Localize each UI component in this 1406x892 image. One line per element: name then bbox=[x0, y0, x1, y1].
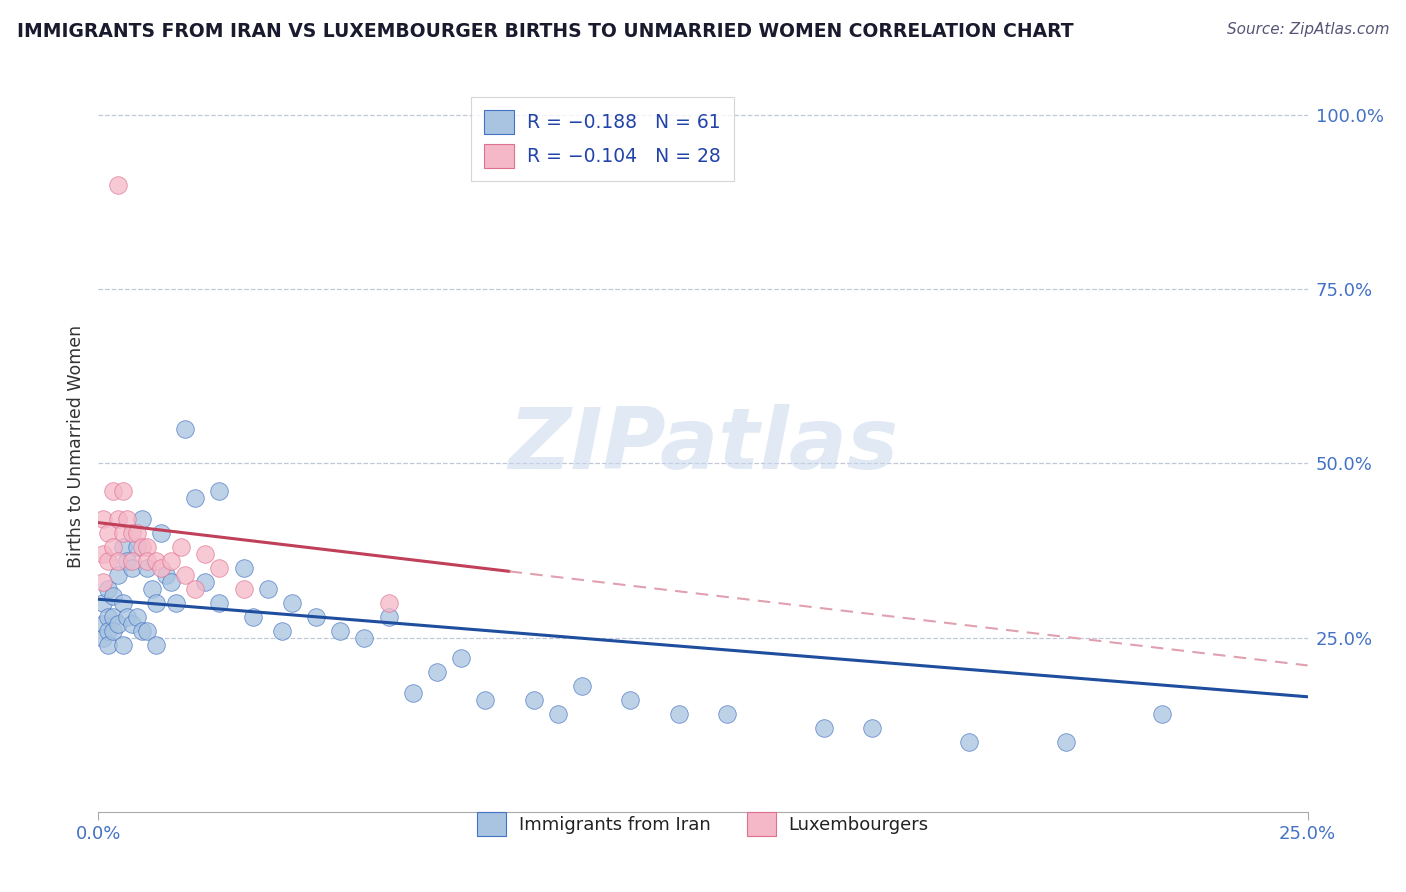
Point bbox=[127, 526, 149, 541]
Point bbox=[957, 735, 980, 749]
Point bbox=[169, 540, 191, 554]
Point bbox=[107, 616, 129, 631]
Point bbox=[127, 540, 149, 554]
Point bbox=[135, 561, 157, 575]
Point bbox=[402, 686, 425, 700]
Point bbox=[91, 631, 114, 645]
Point bbox=[232, 582, 254, 596]
Text: ZIPatlas: ZIPatlas bbox=[508, 404, 898, 488]
Point bbox=[668, 707, 690, 722]
Point bbox=[860, 721, 883, 735]
Point bbox=[111, 526, 134, 541]
Point bbox=[256, 582, 278, 596]
Point bbox=[271, 624, 294, 638]
Point bbox=[135, 554, 157, 568]
Point bbox=[111, 484, 134, 499]
Point bbox=[1054, 735, 1077, 749]
Point bbox=[174, 421, 197, 435]
Point bbox=[91, 512, 114, 526]
Point bbox=[97, 624, 120, 638]
Point bbox=[117, 609, 139, 624]
Point bbox=[184, 582, 207, 596]
Point bbox=[474, 693, 496, 707]
Point bbox=[91, 596, 114, 610]
Point bbox=[97, 609, 120, 624]
Point bbox=[165, 596, 187, 610]
Point bbox=[571, 679, 593, 693]
Point bbox=[107, 554, 129, 568]
Point bbox=[127, 609, 149, 624]
Point bbox=[305, 609, 328, 624]
Text: IMMIGRANTS FROM IRAN VS LUXEMBOURGER BIRTHS TO UNMARRIED WOMEN CORRELATION CHART: IMMIGRANTS FROM IRAN VS LUXEMBOURGER BIR… bbox=[17, 22, 1074, 41]
Point bbox=[208, 561, 231, 575]
Point bbox=[141, 582, 163, 596]
Point bbox=[97, 582, 120, 596]
Point bbox=[208, 596, 231, 610]
Point bbox=[232, 561, 254, 575]
Point bbox=[101, 589, 124, 603]
Point bbox=[208, 484, 231, 499]
Point bbox=[353, 631, 375, 645]
Point bbox=[97, 638, 120, 652]
Point bbox=[101, 609, 124, 624]
Point bbox=[131, 540, 153, 554]
Point bbox=[160, 574, 183, 589]
Point bbox=[329, 624, 352, 638]
Point bbox=[426, 665, 449, 680]
Point bbox=[150, 526, 173, 541]
Point bbox=[121, 526, 143, 541]
Point bbox=[194, 574, 217, 589]
Point bbox=[111, 596, 134, 610]
Point bbox=[377, 609, 399, 624]
Point bbox=[117, 512, 139, 526]
Point bbox=[101, 484, 124, 499]
Point bbox=[242, 609, 264, 624]
Point bbox=[813, 721, 835, 735]
Point bbox=[174, 567, 197, 582]
Point bbox=[160, 554, 183, 568]
Point bbox=[131, 624, 153, 638]
Point bbox=[619, 693, 641, 707]
Point bbox=[97, 554, 120, 568]
Point bbox=[107, 567, 129, 582]
Point bbox=[107, 178, 129, 192]
Y-axis label: Births to Unmarried Women: Births to Unmarried Women bbox=[66, 325, 84, 567]
Point bbox=[121, 616, 143, 631]
Point bbox=[117, 554, 139, 568]
Point bbox=[135, 624, 157, 638]
Point bbox=[121, 561, 143, 575]
Point bbox=[523, 693, 546, 707]
Point bbox=[111, 540, 134, 554]
Point bbox=[107, 512, 129, 526]
Point bbox=[121, 554, 143, 568]
Point bbox=[184, 491, 207, 506]
Point bbox=[716, 707, 738, 722]
Point bbox=[150, 561, 173, 575]
Legend: Immigrants from Iran, Luxembourgers: Immigrants from Iran, Luxembourgers bbox=[470, 805, 936, 843]
Point bbox=[145, 554, 167, 568]
Point bbox=[377, 596, 399, 610]
Point bbox=[135, 540, 157, 554]
Point bbox=[91, 574, 114, 589]
Point bbox=[91, 547, 114, 561]
Point bbox=[281, 596, 304, 610]
Point bbox=[145, 596, 167, 610]
Point bbox=[1152, 707, 1174, 722]
Point bbox=[91, 616, 114, 631]
Point bbox=[547, 707, 569, 722]
Point bbox=[131, 512, 153, 526]
Point bbox=[97, 526, 120, 541]
Point bbox=[111, 638, 134, 652]
Point bbox=[145, 638, 167, 652]
Text: Source: ZipAtlas.com: Source: ZipAtlas.com bbox=[1226, 22, 1389, 37]
Point bbox=[101, 624, 124, 638]
Point bbox=[101, 540, 124, 554]
Point bbox=[155, 567, 177, 582]
Point bbox=[450, 651, 472, 665]
Point bbox=[194, 547, 217, 561]
